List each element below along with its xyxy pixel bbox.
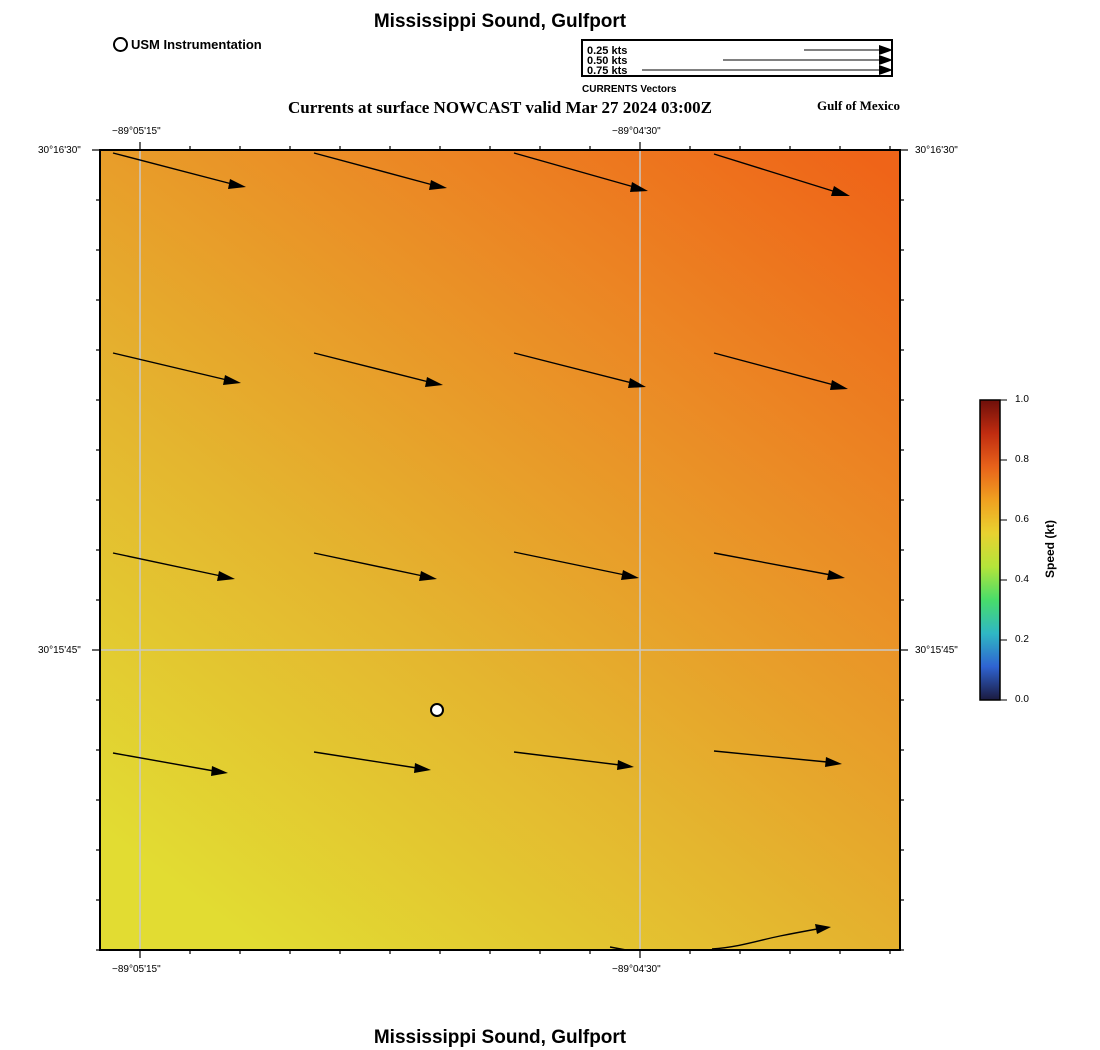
colorbar-label-2: 0.4 xyxy=(1015,574,1029,585)
colorbar-label-3: 0.6 xyxy=(1015,514,1029,525)
current-vector-head xyxy=(815,924,831,934)
current-vector xyxy=(112,552,222,577)
vector-legend-label-025: 0.25 kts xyxy=(587,45,628,57)
current-vector-head xyxy=(830,380,848,390)
current-vector xyxy=(513,352,633,384)
current-vector xyxy=(112,152,233,185)
current-vector-head xyxy=(228,179,246,189)
current-vector-head xyxy=(827,570,845,580)
map-title: Mississippi Sound, Gulfport xyxy=(373,11,627,32)
current-vector xyxy=(112,752,215,772)
current-vector-head xyxy=(211,766,228,776)
vector-legend-arrowhead-050 xyxy=(879,55,893,65)
current-vector xyxy=(713,153,837,193)
colorbar-label-0: 0.0 xyxy=(1015,694,1029,705)
lon-tick-top-1: −89°05'15" xyxy=(112,126,161,137)
current-vector-head xyxy=(831,186,850,196)
current-vector-head xyxy=(621,570,639,580)
map-footer-title: Mississippi Sound, Gulfport xyxy=(373,1027,627,1048)
current-vector xyxy=(313,352,430,383)
lat-tick-right-2: 30°15'45" xyxy=(915,645,958,656)
current-vector-head xyxy=(425,377,443,387)
current-vector-head xyxy=(825,757,842,767)
map-frame xyxy=(99,149,901,951)
vector-legend-label-075: 0.75 kts xyxy=(587,65,628,77)
usm-station-marker[interactable] xyxy=(430,703,444,717)
current-vector xyxy=(513,751,621,766)
current-vector-head xyxy=(617,760,634,770)
colorbar-label-5: 1.0 xyxy=(1015,394,1029,405)
current-vector xyxy=(713,552,832,576)
vector-legend-box: 0.25 kts 0.50 kts 0.75 kts xyxy=(581,39,893,77)
colorbar xyxy=(979,399,1001,701)
current-vector xyxy=(313,152,434,186)
lat-tick-right-1: 30°16'30" xyxy=(915,145,958,156)
vector-legend-arrowhead-075 xyxy=(879,65,893,75)
axis-ticks xyxy=(92,142,908,958)
lat-tick-left-1: 30°16'30" xyxy=(38,145,81,156)
current-vector-head xyxy=(414,763,431,773)
current-vector-head xyxy=(429,180,447,190)
current-vector xyxy=(711,928,818,950)
region-label: Gulf of Mexico xyxy=(816,98,900,113)
colorbar-title: Speed (kt) xyxy=(1043,520,1057,579)
map-subtitle: Currents at surface NOWCAST valid Mar 27… xyxy=(287,98,713,117)
vector-legend-label-050: 0.50 kts xyxy=(587,55,628,67)
lat-tick-left-2: 30°15'45" xyxy=(38,645,81,656)
vector-legend-arrows xyxy=(642,45,893,75)
lon-tick-top-2: −89°04'30" xyxy=(612,126,661,137)
current-vector-head xyxy=(223,375,241,385)
current-vector-head xyxy=(628,378,646,388)
station-legend-label: USM Instrumentation xyxy=(131,37,262,52)
current-vector-head xyxy=(630,182,648,192)
current-vectors xyxy=(112,152,850,951)
current-vector-head xyxy=(217,571,235,581)
lon-tick-bottom-2: −89°04'30" xyxy=(612,964,661,975)
current-vector xyxy=(713,352,835,386)
station-legend: USM Instrumentation xyxy=(113,37,262,52)
vector-legend-caption: CURRENTS Vectors xyxy=(582,84,677,95)
colorbar-label-4: 0.8 xyxy=(1015,454,1029,465)
colorbar-label-1: 0.2 xyxy=(1015,634,1029,645)
speed-field xyxy=(100,150,900,950)
current-vector xyxy=(313,751,418,769)
vector-legend-arrowhead-025 xyxy=(879,45,893,55)
current-vector xyxy=(513,152,635,188)
current-vector xyxy=(112,352,228,381)
colorbar-ticks xyxy=(1000,399,1007,701)
lon-tick-bottom-1: −89°05'15" xyxy=(112,964,161,975)
current-vector xyxy=(513,551,626,576)
current-vector-head xyxy=(419,571,437,581)
current-vector xyxy=(713,750,828,763)
current-vector xyxy=(609,946,627,951)
current-vector xyxy=(313,552,424,577)
station-marker-icon xyxy=(113,37,128,52)
